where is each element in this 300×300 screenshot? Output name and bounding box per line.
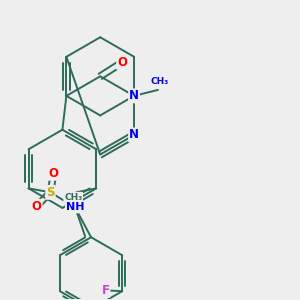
Text: O: O [32, 200, 41, 213]
Text: O: O [117, 56, 127, 69]
Text: O: O [49, 167, 58, 180]
Text: NH: NH [66, 202, 84, 212]
Text: S: S [46, 186, 55, 199]
Text: CH₃: CH₃ [151, 77, 169, 86]
Text: N: N [129, 128, 139, 142]
Text: F: F [101, 284, 110, 297]
Text: CH₃: CH₃ [64, 193, 82, 202]
Text: N: N [129, 89, 139, 102]
